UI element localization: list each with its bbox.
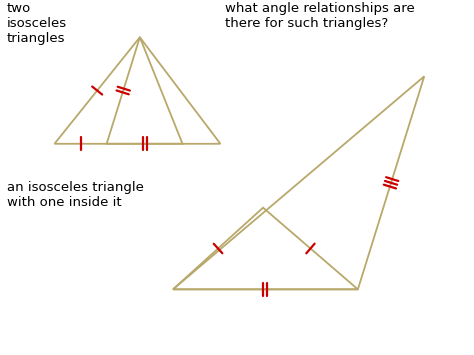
Text: what angle relationships are
there for such triangles?: what angle relationships are there for s… [225,2,415,30]
Text: two
isosceles
triangles: two isosceles triangles [7,2,67,45]
Text: an isosceles triangle
with one inside it: an isosceles triangle with one inside it [7,181,144,209]
